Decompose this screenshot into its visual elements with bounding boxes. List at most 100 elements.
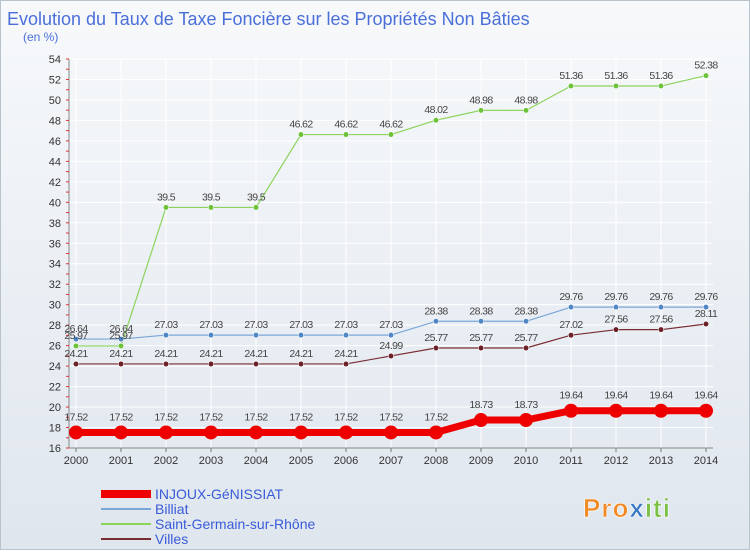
data-point <box>432 344 440 352</box>
data-label: 24.21 <box>334 348 358 360</box>
data-point <box>522 344 530 352</box>
x-tick-label: 2011 <box>559 455 583 467</box>
data-label: 17.52 <box>109 411 133 423</box>
data-label: 24.21 <box>64 348 88 360</box>
data-label: 27.03 <box>154 319 178 331</box>
data-point <box>567 82 575 90</box>
x-tick-label: 2012 <box>604 455 628 467</box>
data-label: 26.64 <box>64 323 88 335</box>
data-point <box>564 403 578 418</box>
data-point <box>477 318 485 325</box>
data-labels: 25.97 25.97 39.5 39.5 39.5 46.62 46.62 46.62 48.… <box>64 60 719 424</box>
data-label: 27.03 <box>199 319 223 331</box>
data-label: 24.21 <box>109 348 133 360</box>
data-label: 27.02 <box>559 319 583 331</box>
data-label: 29.76 <box>694 291 718 303</box>
data-point <box>429 425 443 440</box>
data-point <box>702 320 710 328</box>
y-tick-label: 48 <box>49 115 61 127</box>
y-tick-label: 30 <box>49 300 61 312</box>
data-point <box>162 360 170 368</box>
data-point <box>702 304 710 311</box>
legend-label: Villes <box>155 531 188 547</box>
data-point <box>207 204 215 211</box>
logo-part-iti: iti <box>645 493 671 523</box>
data-label: 48.02 <box>424 104 448 116</box>
data-point <box>432 318 440 325</box>
data-point <box>339 425 353 440</box>
x-tick-label: 2000 <box>64 455 88 467</box>
data-label: 24.21 <box>199 348 223 360</box>
series <box>69 72 713 440</box>
data-point <box>387 331 395 339</box>
data-point <box>384 425 398 440</box>
data-label: 48.98 <box>469 94 493 106</box>
y-tick-label: 54 <box>49 54 61 66</box>
x-tick-label: 2004 <box>244 455 268 467</box>
data-point <box>567 304 575 311</box>
y-tick-label: 28 <box>49 320 61 332</box>
data-point <box>162 331 170 339</box>
x-tick-label: 2008 <box>424 455 448 467</box>
y-axis-label: (en %) <box>23 30 58 44</box>
data-label: 27.03 <box>289 319 313 331</box>
data-point <box>477 107 485 114</box>
legend-label: INJOUX-GéNISSIAT <box>155 486 284 502</box>
series-2 <box>72 320 710 368</box>
data-label: 24.21 <box>244 348 268 360</box>
data-label: 17.52 <box>154 411 178 423</box>
data-point <box>117 360 125 368</box>
data-point <box>387 352 395 360</box>
data-point <box>252 360 260 368</box>
data-label: 19.64 <box>694 390 718 402</box>
data-label: 17.52 <box>379 411 403 423</box>
data-point <box>252 331 260 339</box>
data-point <box>612 326 620 333</box>
x-tick-label: 2006 <box>334 455 358 467</box>
y-tick-label: 50 <box>49 95 61 107</box>
data-label: 29.76 <box>604 291 628 303</box>
y-tick-label: 38 <box>49 218 61 230</box>
data-point <box>477 344 485 352</box>
legend-item: Villes <box>101 531 188 547</box>
data-label: 26.64 <box>109 323 133 335</box>
legend-item: Billiat <box>101 501 189 517</box>
data-point <box>342 131 350 138</box>
data-label: 27.03 <box>244 319 268 331</box>
logo-part-x: x <box>629 493 644 523</box>
data-point <box>657 304 665 311</box>
data-label: 51.36 <box>649 70 673 82</box>
data-label: 18.73 <box>514 399 538 411</box>
data-label: 19.64 <box>604 390 628 402</box>
data-point <box>162 204 170 211</box>
data-label: 46.62 <box>334 119 358 131</box>
x-tick-label: 2005 <box>289 455 313 467</box>
y-tick-label: 36 <box>49 238 61 250</box>
data-label: 27.56 <box>604 314 628 326</box>
data-label: 28.11 <box>695 308 718 320</box>
data-label: 29.76 <box>559 291 583 303</box>
y-tick-label: 40 <box>49 197 61 209</box>
data-label: 17.52 <box>64 411 88 423</box>
data-point <box>69 425 83 440</box>
data-label: 17.52 <box>334 411 358 423</box>
data-point <box>474 413 488 428</box>
data-point <box>207 331 215 339</box>
data-label: 48.98 <box>514 94 538 106</box>
data-label: 27.56 <box>649 314 673 326</box>
data-point <box>297 360 305 368</box>
y-tick-label: 42 <box>49 177 61 189</box>
data-label: 17.52 <box>244 411 268 423</box>
data-label: 25.97 <box>109 330 133 342</box>
data-label: 29.76 <box>649 291 673 303</box>
data-point <box>522 107 530 114</box>
axes: 16 18 20 22 24 26 28 30 32 34 36 38 40 42 44 46 48 50 52 54… <box>49 54 718 467</box>
data-label: 24.99 <box>379 340 403 352</box>
data-point <box>117 342 125 350</box>
data-label: 28.38 <box>424 305 448 317</box>
data-point <box>204 425 218 440</box>
data-label: 25.97 <box>64 330 88 342</box>
y-tick-label: 26 <box>49 341 61 353</box>
data-label: 39.5 <box>202 191 221 203</box>
proxiti-logo: Proxiti <box>583 493 671 524</box>
